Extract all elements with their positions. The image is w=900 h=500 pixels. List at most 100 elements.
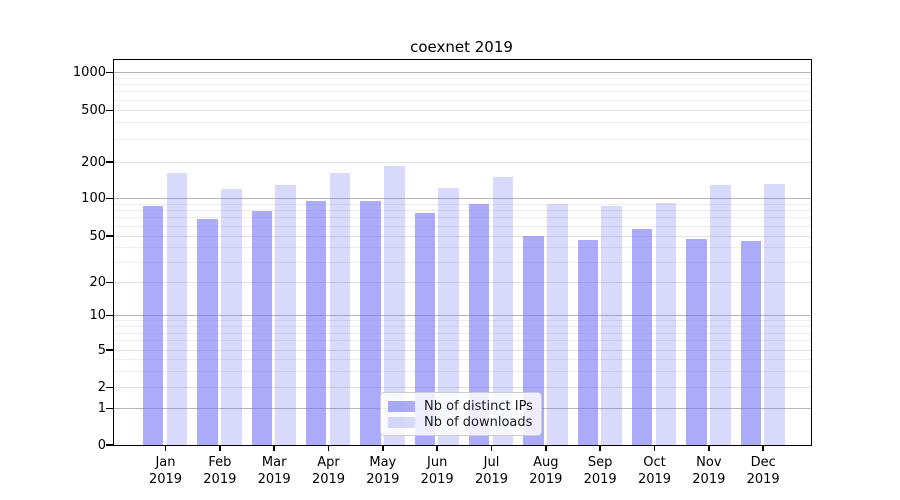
y-tick-mark-1000 bbox=[105, 71, 113, 74]
x-tick-label-oct: Oct 2019 bbox=[637, 455, 672, 487]
x-tick-label-jan: Jan 2019 bbox=[148, 455, 183, 487]
legend-item-distinct-ips: Nb of distinct IPs bbox=[388, 399, 533, 414]
x-tick-mark-nov bbox=[708, 445, 710, 451]
y-tick-mark-200 bbox=[105, 161, 113, 163]
bar-nb-of-distinct-ips-may bbox=[360, 201, 381, 445]
gridline-major-1000 bbox=[114, 72, 811, 73]
y-tick-label-50: 50 bbox=[89, 228, 106, 244]
bar-nb-of-distinct-ips-apr bbox=[305, 200, 327, 445]
bar-nb-of-downloads-jul bbox=[492, 177, 514, 445]
bar-nb-of-downloads-sep bbox=[601, 206, 622, 445]
legend-swatch-downloads bbox=[388, 417, 415, 428]
legend: Nb of distinct IPs Nb of downloads bbox=[380, 392, 542, 436]
legend-label-downloads: Nb of downloads bbox=[424, 415, 533, 430]
x-tick-mark-jul bbox=[490, 445, 493, 451]
bar-nb-of-downloads-apr bbox=[329, 173, 351, 445]
gridline-minor-9 bbox=[114, 320, 811, 322]
y-tick-label-200: 200 bbox=[81, 154, 106, 170]
gridline-minor-90 bbox=[114, 203, 811, 205]
gridline-minor-300 bbox=[114, 138, 811, 140]
legend-item-downloads: Nb of downloads bbox=[388, 415, 533, 430]
x-tick-mark-aug bbox=[545, 445, 547, 451]
x-tick-mark-jun bbox=[436, 445, 438, 451]
bar-nb-of-downloads-aug bbox=[547, 203, 568, 445]
bar-nb-of-downloads-mar bbox=[275, 185, 296, 445]
chart-title: coexnet 2019 bbox=[410, 38, 513, 56]
x-tick-label-jun: Jun 2019 bbox=[420, 455, 454, 487]
bar-nb-of-downloads-nov bbox=[710, 185, 731, 445]
bar-nb-of-downloads-oct bbox=[655, 202, 677, 445]
gridline-minor-70 bbox=[114, 217, 811, 219]
gridline-minor-6 bbox=[114, 340, 811, 342]
gridline-minor-60 bbox=[114, 225, 811, 227]
gridline-minor-400 bbox=[114, 122, 811, 124]
gridline-mid-5 bbox=[114, 349, 811, 351]
x-tick-label-sep: Sep 2019 bbox=[583, 455, 617, 487]
gridline-minor-7 bbox=[114, 332, 811, 334]
gridline-minor-800 bbox=[114, 84, 811, 86]
bar-nb-of-distinct-ips-nov bbox=[686, 239, 707, 445]
bar-nb-of-distinct-ips-feb bbox=[197, 219, 218, 445]
x-tick-label-jul: Jul 2019 bbox=[474, 455, 509, 487]
gridline-minor-700 bbox=[114, 91, 811, 93]
y-tick-mark-2 bbox=[105, 387, 113, 389]
bar-nb-of-distinct-ips-oct bbox=[631, 228, 653, 445]
legend-label-distinct-ips: Nb of distinct IPs bbox=[424, 399, 533, 414]
y-tick-mark-20 bbox=[105, 282, 113, 284]
y-tick-mark-100 bbox=[105, 198, 113, 200]
gridline-mid-50 bbox=[114, 235, 811, 237]
bar-nb-of-downloads-dec bbox=[764, 183, 785, 445]
gridline-major-10 bbox=[114, 314, 811, 316]
gridline-major-100 bbox=[114, 198, 811, 200]
x-tick-mark-feb bbox=[219, 445, 221, 451]
x-tick-mark-jan bbox=[164, 445, 167, 451]
y-tick-mark-1 bbox=[105, 408, 113, 410]
legend-swatch-distinct-ips bbox=[388, 401, 415, 412]
y-tick-label-0: 0 bbox=[97, 437, 106, 453]
y-tick-mark-50 bbox=[105, 235, 113, 237]
y-tick-label-5: 5 bbox=[97, 342, 106, 358]
y-tick-mark-500 bbox=[105, 109, 113, 111]
y-tick-label-20: 20 bbox=[89, 275, 106, 291]
x-tick-mark-oct bbox=[653, 445, 656, 451]
y-tick-label-500: 500 bbox=[81, 102, 106, 118]
gridline-mid-2 bbox=[114, 387, 811, 389]
y-tick-label-100: 100 bbox=[81, 191, 106, 207]
x-tick-label-mar: Mar 2019 bbox=[257, 455, 291, 487]
gridline-minor-4 bbox=[114, 358, 811, 360]
x-tick-mark-apr bbox=[327, 445, 330, 451]
x-tick-label-apr: Apr 2019 bbox=[311, 455, 346, 487]
gridline-mid-20 bbox=[114, 282, 811, 284]
gridline-mid-200 bbox=[114, 161, 811, 163]
y-tick-mark-5 bbox=[105, 349, 113, 351]
bar-nb-of-downloads-jun bbox=[438, 187, 459, 445]
x-tick-label-aug: Aug 2019 bbox=[529, 455, 563, 487]
bar-nb-of-distinct-ips-jul bbox=[468, 203, 490, 445]
gridline-minor-3 bbox=[114, 370, 811, 372]
gridline-minor-80 bbox=[114, 210, 811, 212]
bar-nb-of-distinct-ips-dec bbox=[740, 241, 762, 445]
bar-nb-of-distinct-ips-sep bbox=[577, 240, 599, 445]
bar-nb-of-distinct-ips-jun bbox=[414, 213, 436, 445]
x-tick-label-nov: Nov 2019 bbox=[692, 455, 726, 487]
plot-area: 0 1 2 5 10 20 50 100 200 500 1000 Jan 2019 Feb 2019 Ma… bbox=[73, 59, 812, 487]
y-tick-label-1: 1 bbox=[97, 401, 106, 417]
x-tick-mark-sep bbox=[599, 445, 601, 451]
y-tick-label-2: 2 bbox=[97, 380, 106, 396]
x-tick-label-dec: Dec 2019 bbox=[746, 455, 780, 487]
y-tick-mark-0 bbox=[105, 444, 113, 446]
bar-nb-of-distinct-ips-mar bbox=[251, 210, 273, 445]
gridline-minor-900 bbox=[114, 77, 811, 79]
bar-nb-of-downloads-feb bbox=[221, 189, 242, 445]
y-tick-label-1000: 1000 bbox=[72, 65, 106, 80]
x-tick-mark-mar bbox=[273, 445, 275, 451]
gridline-minor-40 bbox=[114, 246, 811, 248]
y-tick-label-10: 10 bbox=[89, 307, 106, 323]
bar-nb-of-distinct-ips-jan bbox=[142, 205, 164, 445]
x-tick-label-feb: Feb 2019 bbox=[203, 455, 237, 487]
gridline-minor-30 bbox=[114, 261, 811, 263]
x-tick-mark-dec bbox=[762, 445, 764, 451]
bar-nb-of-downloads-may bbox=[384, 165, 405, 445]
bar-nb-of-downloads-jan bbox=[166, 172, 188, 445]
